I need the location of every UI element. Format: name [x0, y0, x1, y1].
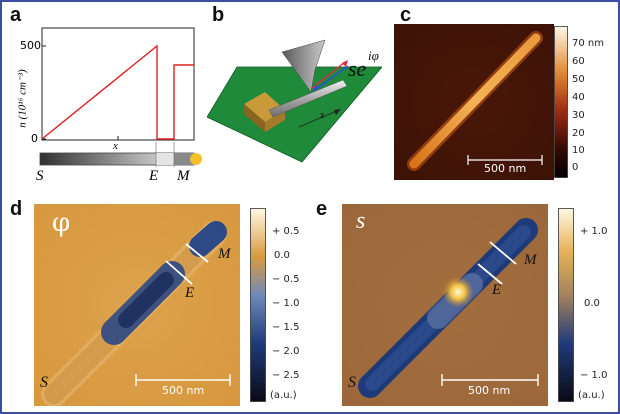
boundary-e	[477, 263, 503, 285]
nanowire-segment-e	[156, 153, 174, 165]
panel-b-letter: b	[212, 4, 225, 26]
panel-d-phase-map	[34, 204, 240, 406]
y-tick-label-0: 0	[31, 132, 38, 145]
channel-label-amplitude: s	[356, 208, 366, 234]
marker-e: E	[149, 168, 159, 184]
x-axis-arrowhead	[334, 109, 341, 115]
panel-a-letter: a	[10, 4, 22, 26]
phase-region-m	[189, 221, 227, 257]
cb-d-unit: (a.u.)	[270, 390, 297, 401]
marker-e: E	[492, 282, 502, 298]
marker-s: S	[40, 374, 48, 391]
signal-exponent: iφ	[368, 48, 379, 63]
electrode-front	[265, 110, 285, 132]
cb-e-tick: − 1.0	[580, 370, 608, 381]
channel-label-phase: φ	[52, 208, 71, 238]
marker-m: M	[218, 246, 231, 262]
y-axis-label: n (10¹⁶ cm⁻³)	[16, 69, 29, 128]
colorbar-e	[558, 208, 574, 402]
cb-d-tick: − 1.5	[272, 322, 300, 333]
cb-d-tick: − 0.5	[272, 274, 300, 285]
cb-c-tick: 60	[572, 56, 585, 67]
cb-e-unit: (a.u.)	[578, 390, 605, 401]
cb-d-tick: + 0.5	[272, 226, 300, 237]
marker-m: M	[524, 252, 537, 268]
cb-c-tick: 10	[572, 145, 585, 156]
marker-s: S	[348, 374, 356, 391]
marker-s: S	[36, 168, 44, 184]
cb-c-tick: 50	[572, 74, 585, 85]
cb-d-tick: − 2.5	[272, 370, 300, 381]
panel-a-plot	[39, 27, 202, 167]
colorbar-c	[554, 26, 568, 178]
panel-c-topography	[394, 24, 554, 180]
colorbar-d	[250, 208, 266, 402]
x-axis-label: x	[113, 140, 118, 152]
scale-bar-label: 500 nm	[468, 384, 511, 397]
electrode-side	[244, 104, 265, 132]
amplitude-hotspot	[442, 276, 474, 308]
cb-c-tick: 30	[572, 110, 585, 121]
schematic-x-label: x	[320, 110, 325, 121]
boundary-m	[185, 243, 209, 263]
cb-c-tick: 70 nm	[572, 38, 604, 49]
boundary-m	[489, 241, 517, 265]
panel-d-letter: d	[10, 198, 23, 220]
marker-m: M	[177, 168, 190, 184]
gold-catalyst	[190, 153, 202, 165]
cb-c-tick: 20	[572, 128, 585, 139]
density-curve	[41, 44, 194, 140]
scattered-beam	[314, 65, 349, 91]
cb-d-tick: 0.0	[274, 250, 290, 261]
boundary-e	[165, 260, 193, 285]
panel-e-letter: e	[316, 198, 328, 220]
panel-c-letter: c	[400, 4, 412, 26]
panel-e-amplitude-map	[342, 204, 548, 406]
x-axis-arrow	[298, 109, 340, 128]
cb-c-tick: 0	[572, 162, 579, 173]
cb-c-tick: 40	[572, 92, 585, 103]
nanowire-segment-m	[174, 153, 194, 165]
plot-frame	[41, 27, 195, 141]
afm-tip	[281, 39, 326, 93]
scale-bar-label: 500 nm	[484, 162, 527, 175]
incident-beam	[311, 61, 346, 89]
beam-arrow-blue	[313, 85, 318, 92]
beam-arrow-red	[342, 60, 348, 67]
cb-e-tick: + 1.0	[580, 226, 608, 237]
cb-d-tick: − 1.0	[272, 298, 300, 309]
cb-e-tick: 0.0	[584, 298, 600, 309]
signal-label: se	[348, 56, 367, 81]
substrate	[207, 66, 382, 163]
panel-b-schematic	[207, 39, 382, 163]
nanowire	[268, 79, 348, 118]
nanowire-topography	[409, 33, 541, 169]
cb-d-tick: − 2.0	[272, 346, 300, 357]
y-tick-label-500: 500	[20, 39, 41, 52]
marker-e: E	[185, 285, 195, 301]
scale-bar-label: 500 nm	[162, 384, 205, 397]
